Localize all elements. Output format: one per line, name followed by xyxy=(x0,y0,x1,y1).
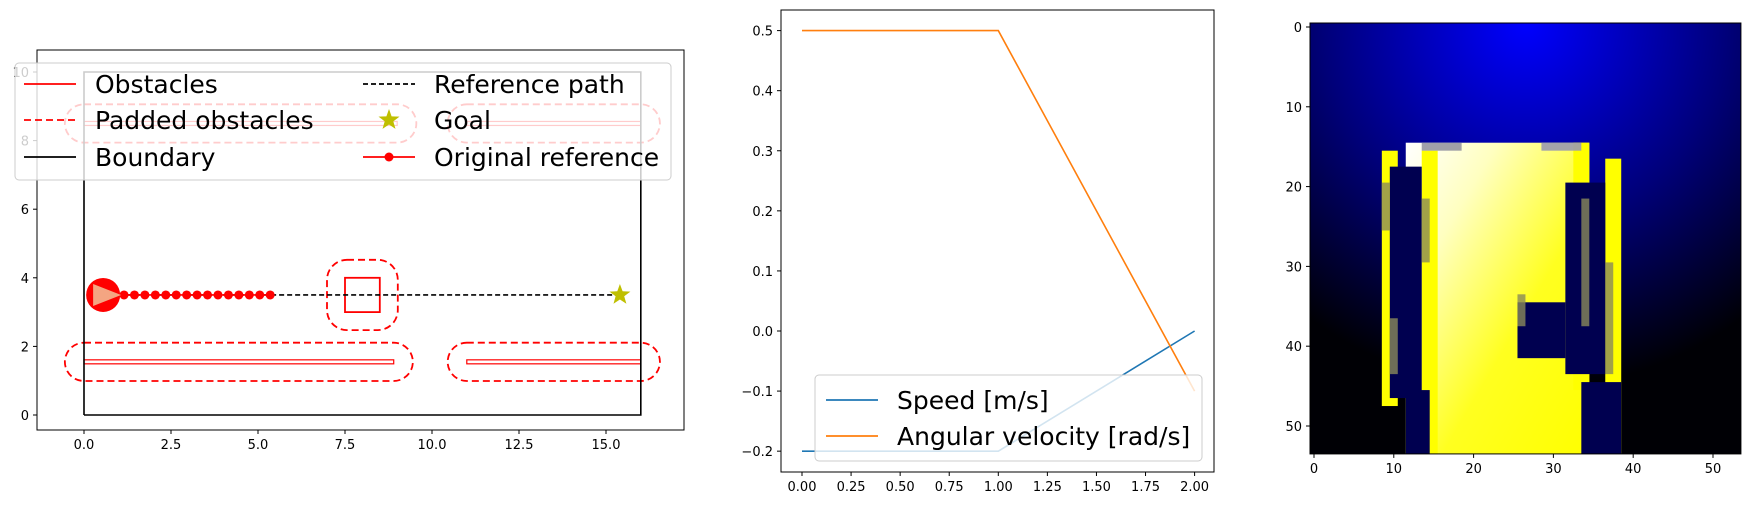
original-reference-point xyxy=(265,290,275,300)
y-tick-label: 2 xyxy=(21,340,29,355)
y-tick-label: 10 xyxy=(1285,101,1302,116)
legend: Obstacles Reference path Padded obstacles G… xyxy=(14,62,672,181)
x-tick-label: 50 xyxy=(1705,462,1722,477)
legend-goal-marker xyxy=(378,109,400,129)
x-tick-label: 30 xyxy=(1545,462,1562,477)
original-reference-point xyxy=(192,290,202,300)
edge-shade-2 xyxy=(1421,198,1430,263)
x-tick-label: 1.75 xyxy=(1131,480,1160,495)
y-tick-label: −0.1 xyxy=(741,385,773,400)
y-tick-label: 50 xyxy=(1285,420,1302,435)
y-tick-label: 40 xyxy=(1285,340,1302,355)
original-reference-point xyxy=(203,290,213,300)
original-reference-point xyxy=(255,290,265,300)
y-tick-label: 20 xyxy=(1285,181,1302,196)
legend-original-reference-label: Original reference xyxy=(434,143,659,172)
legend-box xyxy=(14,62,672,181)
legend-goal-label: Goal xyxy=(434,106,491,135)
velocity-profile-panel: 0.00 0.25 0.50 0.75 1.00 1.25 1.50 1.75 2.00 −0.2… xyxy=(741,9,1215,495)
legend-original-reference-point xyxy=(384,152,394,162)
legend-label-1: Angular velocity [rad/s] xyxy=(897,422,1190,451)
obstacle-1 xyxy=(466,359,642,365)
y-tick-label: 0.4 xyxy=(752,85,773,100)
top-edge-shade xyxy=(1541,142,1582,151)
obstacle-0 xyxy=(83,359,395,365)
edge-shade-0 xyxy=(1381,182,1390,231)
edge-shade-1 xyxy=(1389,318,1398,375)
occupancy-image-panel: 0 10 20 30 40 50 0 10 20 30 40 50 xyxy=(1285,21,1742,477)
original-reference-point xyxy=(244,290,254,300)
legend-box xyxy=(814,374,1203,462)
y-tick-label: 0.1 xyxy=(752,265,773,280)
legend-padded-obstacles-label: Padded obstacles xyxy=(95,106,314,135)
y-tick-label: 0.5 xyxy=(752,25,773,40)
x-tick-label: 0.0 xyxy=(74,438,95,453)
padded-obstacle-0 xyxy=(63,341,414,382)
legend: Speed [m/s] Angular velocity [rad/s] xyxy=(814,374,1203,462)
edge-shade-4 xyxy=(1605,262,1614,375)
x-tick-label: 2.00 xyxy=(1180,480,1209,495)
y-tick-label: 4 xyxy=(21,272,29,287)
x-tick-label: 20 xyxy=(1465,462,1482,477)
top-edge-shade xyxy=(1421,142,1462,151)
original-reference-point xyxy=(150,290,160,300)
y-tick-label: 0 xyxy=(1294,21,1302,36)
x-tick-label: 1.00 xyxy=(984,480,1013,495)
y-tick-label: 0.2 xyxy=(752,205,773,220)
x-tick-label: 10 xyxy=(1386,462,1403,477)
original-reference-point xyxy=(140,290,150,300)
x-tick-label: 0.25 xyxy=(837,480,866,495)
y-tick-label: 30 xyxy=(1285,260,1302,275)
series-line-1 xyxy=(802,29,1196,392)
x-tick-label: 7.5 xyxy=(335,438,356,453)
padded-obstacle-1 xyxy=(446,341,661,382)
legend-reference-path-label: Reference path xyxy=(434,70,625,99)
dark-hole-1 xyxy=(1405,390,1430,454)
dark-hole-4 xyxy=(1581,382,1622,454)
legend-boundary-label: Boundary xyxy=(95,143,216,172)
original-reference-point xyxy=(223,290,233,300)
x-tick-label: 1.50 xyxy=(1082,480,1111,495)
goal-marker xyxy=(609,284,631,304)
y-tick-label: 6 xyxy=(21,203,29,218)
y-tick-label: 0 xyxy=(21,409,29,424)
y-tick-label: −0.2 xyxy=(741,445,773,460)
x-tick-label: 2.5 xyxy=(161,438,182,453)
y-tick-label: 0.0 xyxy=(752,325,773,340)
x-tick-label: 0.75 xyxy=(935,480,964,495)
x-tick-label: 12.5 xyxy=(505,438,534,453)
trajectory-map-panel: 0.02.55.07.510.012.515.00246810Obstacles… xyxy=(12,49,685,453)
legend-obstacles-label: Obstacles xyxy=(95,70,218,99)
original-reference-point xyxy=(161,290,171,300)
x-tick-label: 0.50 xyxy=(886,480,915,495)
x-tick-label: 40 xyxy=(1625,462,1642,477)
axes-frame xyxy=(36,49,685,431)
x-tick-label: 1.25 xyxy=(1033,480,1062,495)
edge-shade-3 xyxy=(1581,198,1590,327)
original-reference-point xyxy=(234,290,244,300)
original-reference-point xyxy=(171,290,181,300)
original-reference-point xyxy=(213,290,223,300)
y-tick-label: 0.3 xyxy=(752,145,773,160)
robot-heading-marker xyxy=(93,283,122,306)
x-tick-label: 0.00 xyxy=(788,480,817,495)
legend-label-0: Speed [m/s] xyxy=(897,386,1049,415)
x-tick-label: 0 xyxy=(1310,462,1318,477)
original-reference-point xyxy=(129,290,139,300)
original-reference-point xyxy=(119,290,129,300)
edge-shade-5 xyxy=(1517,294,1526,327)
x-tick-label: 10.0 xyxy=(418,438,447,453)
padded-obstacle-4 xyxy=(326,258,399,331)
axes-frame xyxy=(1309,22,1742,455)
original-reference-point xyxy=(182,290,192,300)
x-tick-label: 15.0 xyxy=(592,438,621,453)
axes-frame xyxy=(780,9,1215,473)
x-tick-label: 5.0 xyxy=(248,438,269,453)
